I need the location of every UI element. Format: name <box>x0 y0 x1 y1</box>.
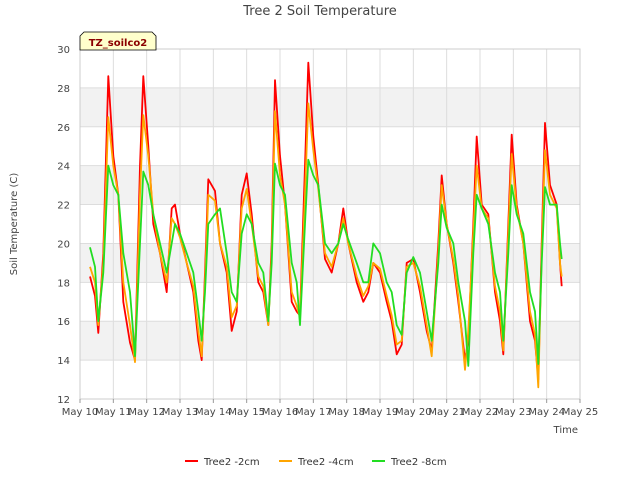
annotation-badge: TZ_soilco2 <box>79 31 157 51</box>
series-line-3 <box>89 158 563 367</box>
y-tick-label: 16 <box>57 317 70 328</box>
legend-label: Tree2 -4cm <box>297 457 354 468</box>
plot-band <box>80 87 580 127</box>
x-tick-label: May 17 <box>295 407 332 418</box>
series-layer <box>89 61 563 389</box>
x-tick-label: May 24 <box>528 407 565 418</box>
x-tick-label: May 22 <box>462 407 499 418</box>
y-tick-label: 26 <box>57 123 70 134</box>
y-tick-label: 22 <box>57 201 70 212</box>
x-tick-label: May 20 <box>395 407 432 418</box>
x-tick-label: May 13 <box>162 407 199 418</box>
plot-area <box>80 49 580 399</box>
x-tick-label: May 18 <box>328 407 365 418</box>
y-tick-label: 18 <box>57 278 70 289</box>
chart-title: Tree 2 Soil Temperature <box>242 4 397 19</box>
y-tick-label: 12 <box>57 395 70 406</box>
x-axis-title: Time <box>553 425 578 436</box>
x-tick-label: May 19 <box>362 407 399 418</box>
plot-band <box>80 165 580 205</box>
legend-label: Tree2 -2cm <box>203 457 260 468</box>
y-axis-title: Soil Temperature (C) <box>9 173 20 276</box>
x-tick-label: May 11 <box>95 407 132 418</box>
x-tick-label: May 23 <box>495 407 532 418</box>
y-tick-label: 14 <box>57 356 70 367</box>
x-tick-label: May 14 <box>195 407 232 418</box>
x-tick-label: May 12 <box>128 407 165 418</box>
legend: Tree2 -2cm Tree2 -4cm Tree2 -8cm <box>185 457 447 468</box>
y-axis-ticks: 12 14 16 18 20 22 24 26 28 30 <box>57 45 70 406</box>
x-tick-label: May 10 <box>62 407 99 418</box>
y-tick-label: 24 <box>57 162 70 173</box>
x-tick-label: May 16 <box>262 407 299 418</box>
grid-lines <box>79 48 581 400</box>
legend-label: Tree2 -8cm <box>390 457 447 468</box>
x-tick-label: May 15 <box>228 407 265 418</box>
annotation-label: TZ_soilco2 <box>89 38 148 49</box>
y-tick-label: 28 <box>57 84 70 95</box>
x-tick-label: May 21 <box>428 407 465 418</box>
plot-border <box>79 48 581 400</box>
y-tick-label: 20 <box>57 239 70 250</box>
x-tick-label: May 25 <box>562 407 599 418</box>
plot-band <box>80 321 580 361</box>
y-tick-label: 30 <box>57 45 70 56</box>
